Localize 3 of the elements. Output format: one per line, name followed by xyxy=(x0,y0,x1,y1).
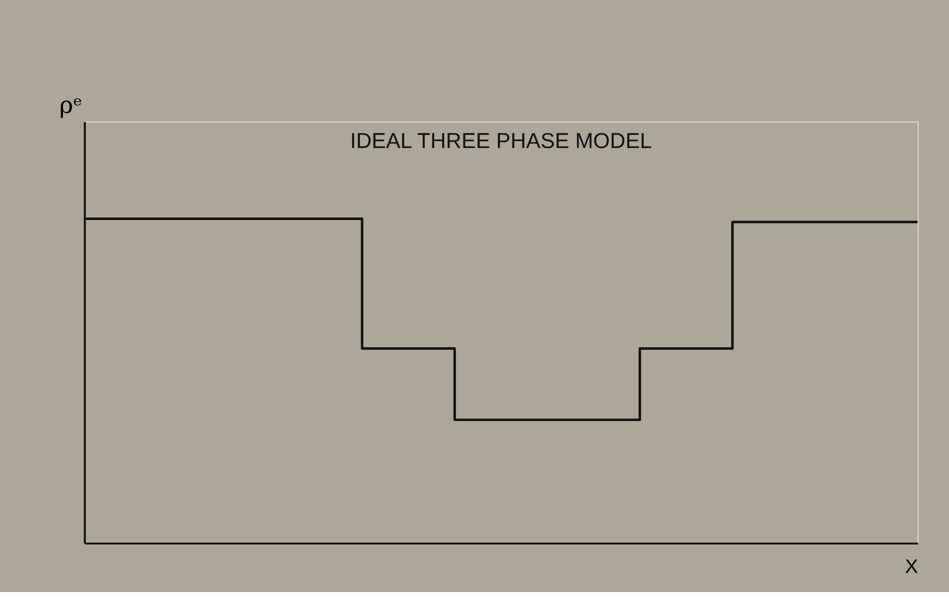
x-axis-title: X xyxy=(905,556,918,578)
chart-title: IDEAL THREE PHASE MODEL xyxy=(350,128,652,153)
y-axis-title: ρᵉ xyxy=(59,91,82,120)
